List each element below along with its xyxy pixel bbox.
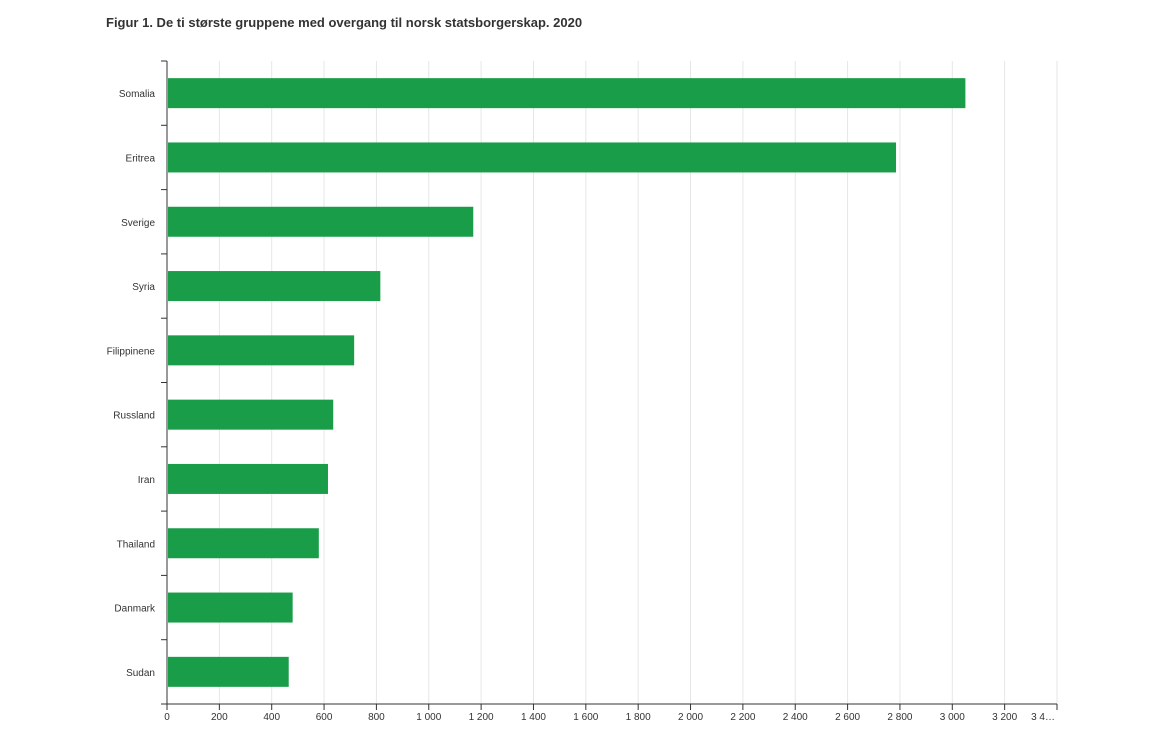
bar-russland (168, 399, 334, 430)
category-label: Somalia (119, 89, 156, 100)
category-label: Sverige (121, 218, 155, 229)
bar-danmark (168, 592, 293, 623)
x-tick-label: 600 (316, 712, 333, 723)
x-tick-label: 2 600 (835, 712, 860, 723)
chart-title: Figur 1. De ti største gruppene med over… (106, 15, 583, 30)
x-tick-label: 3 000 (940, 712, 965, 723)
category-label: Iran (138, 475, 155, 486)
x-tick-label: 1 200 (469, 712, 494, 723)
x-tick-label: 400 (263, 712, 280, 723)
x-tick-label: 0 (164, 712, 170, 723)
bar-eritrea (168, 142, 897, 173)
x-tick-label: 3 200 (992, 712, 1017, 723)
bar-somalia (168, 78, 966, 109)
x-tick-label: 3 4… (1031, 712, 1055, 723)
x-tick-label: 1 400 (521, 712, 546, 723)
x-tick-label: 1 800 (626, 712, 651, 723)
x-tick-label: 1 600 (573, 712, 598, 723)
category-label: Eritrea (126, 153, 156, 164)
bar-iran (168, 463, 328, 494)
category-label: Thailand (117, 539, 155, 550)
x-tick-label: 800 (368, 712, 385, 723)
x-tick-label: 1 000 (416, 712, 441, 723)
category-label: Sudan (126, 668, 155, 679)
bar-filippinene (168, 335, 355, 366)
x-tick-label: 2 800 (887, 712, 912, 723)
x-tick-label: 200 (211, 712, 228, 723)
x-tick-label: 2 000 (678, 712, 703, 723)
bar-sudan (168, 656, 289, 687)
x-tick-label: 2 400 (783, 712, 808, 723)
x-axis: 0 200 400 600 800 1 000 1 200 1 400 1 600 1 800 2 … (164, 703, 1058, 723)
category-label: Danmark (114, 604, 156, 615)
bars (168, 78, 966, 687)
category-label: Filippinene (107, 346, 156, 357)
x-tick-label: 2 200 (730, 712, 755, 723)
bar-thailand (168, 528, 319, 559)
category-label: Russland (113, 411, 155, 422)
y-axis: Somalia Eritrea Sverige Syria Filippinene Rus… (107, 60, 168, 705)
bar-sverige (168, 206, 474, 237)
category-label: Syria (132, 282, 155, 293)
bar-syria (168, 271, 381, 302)
